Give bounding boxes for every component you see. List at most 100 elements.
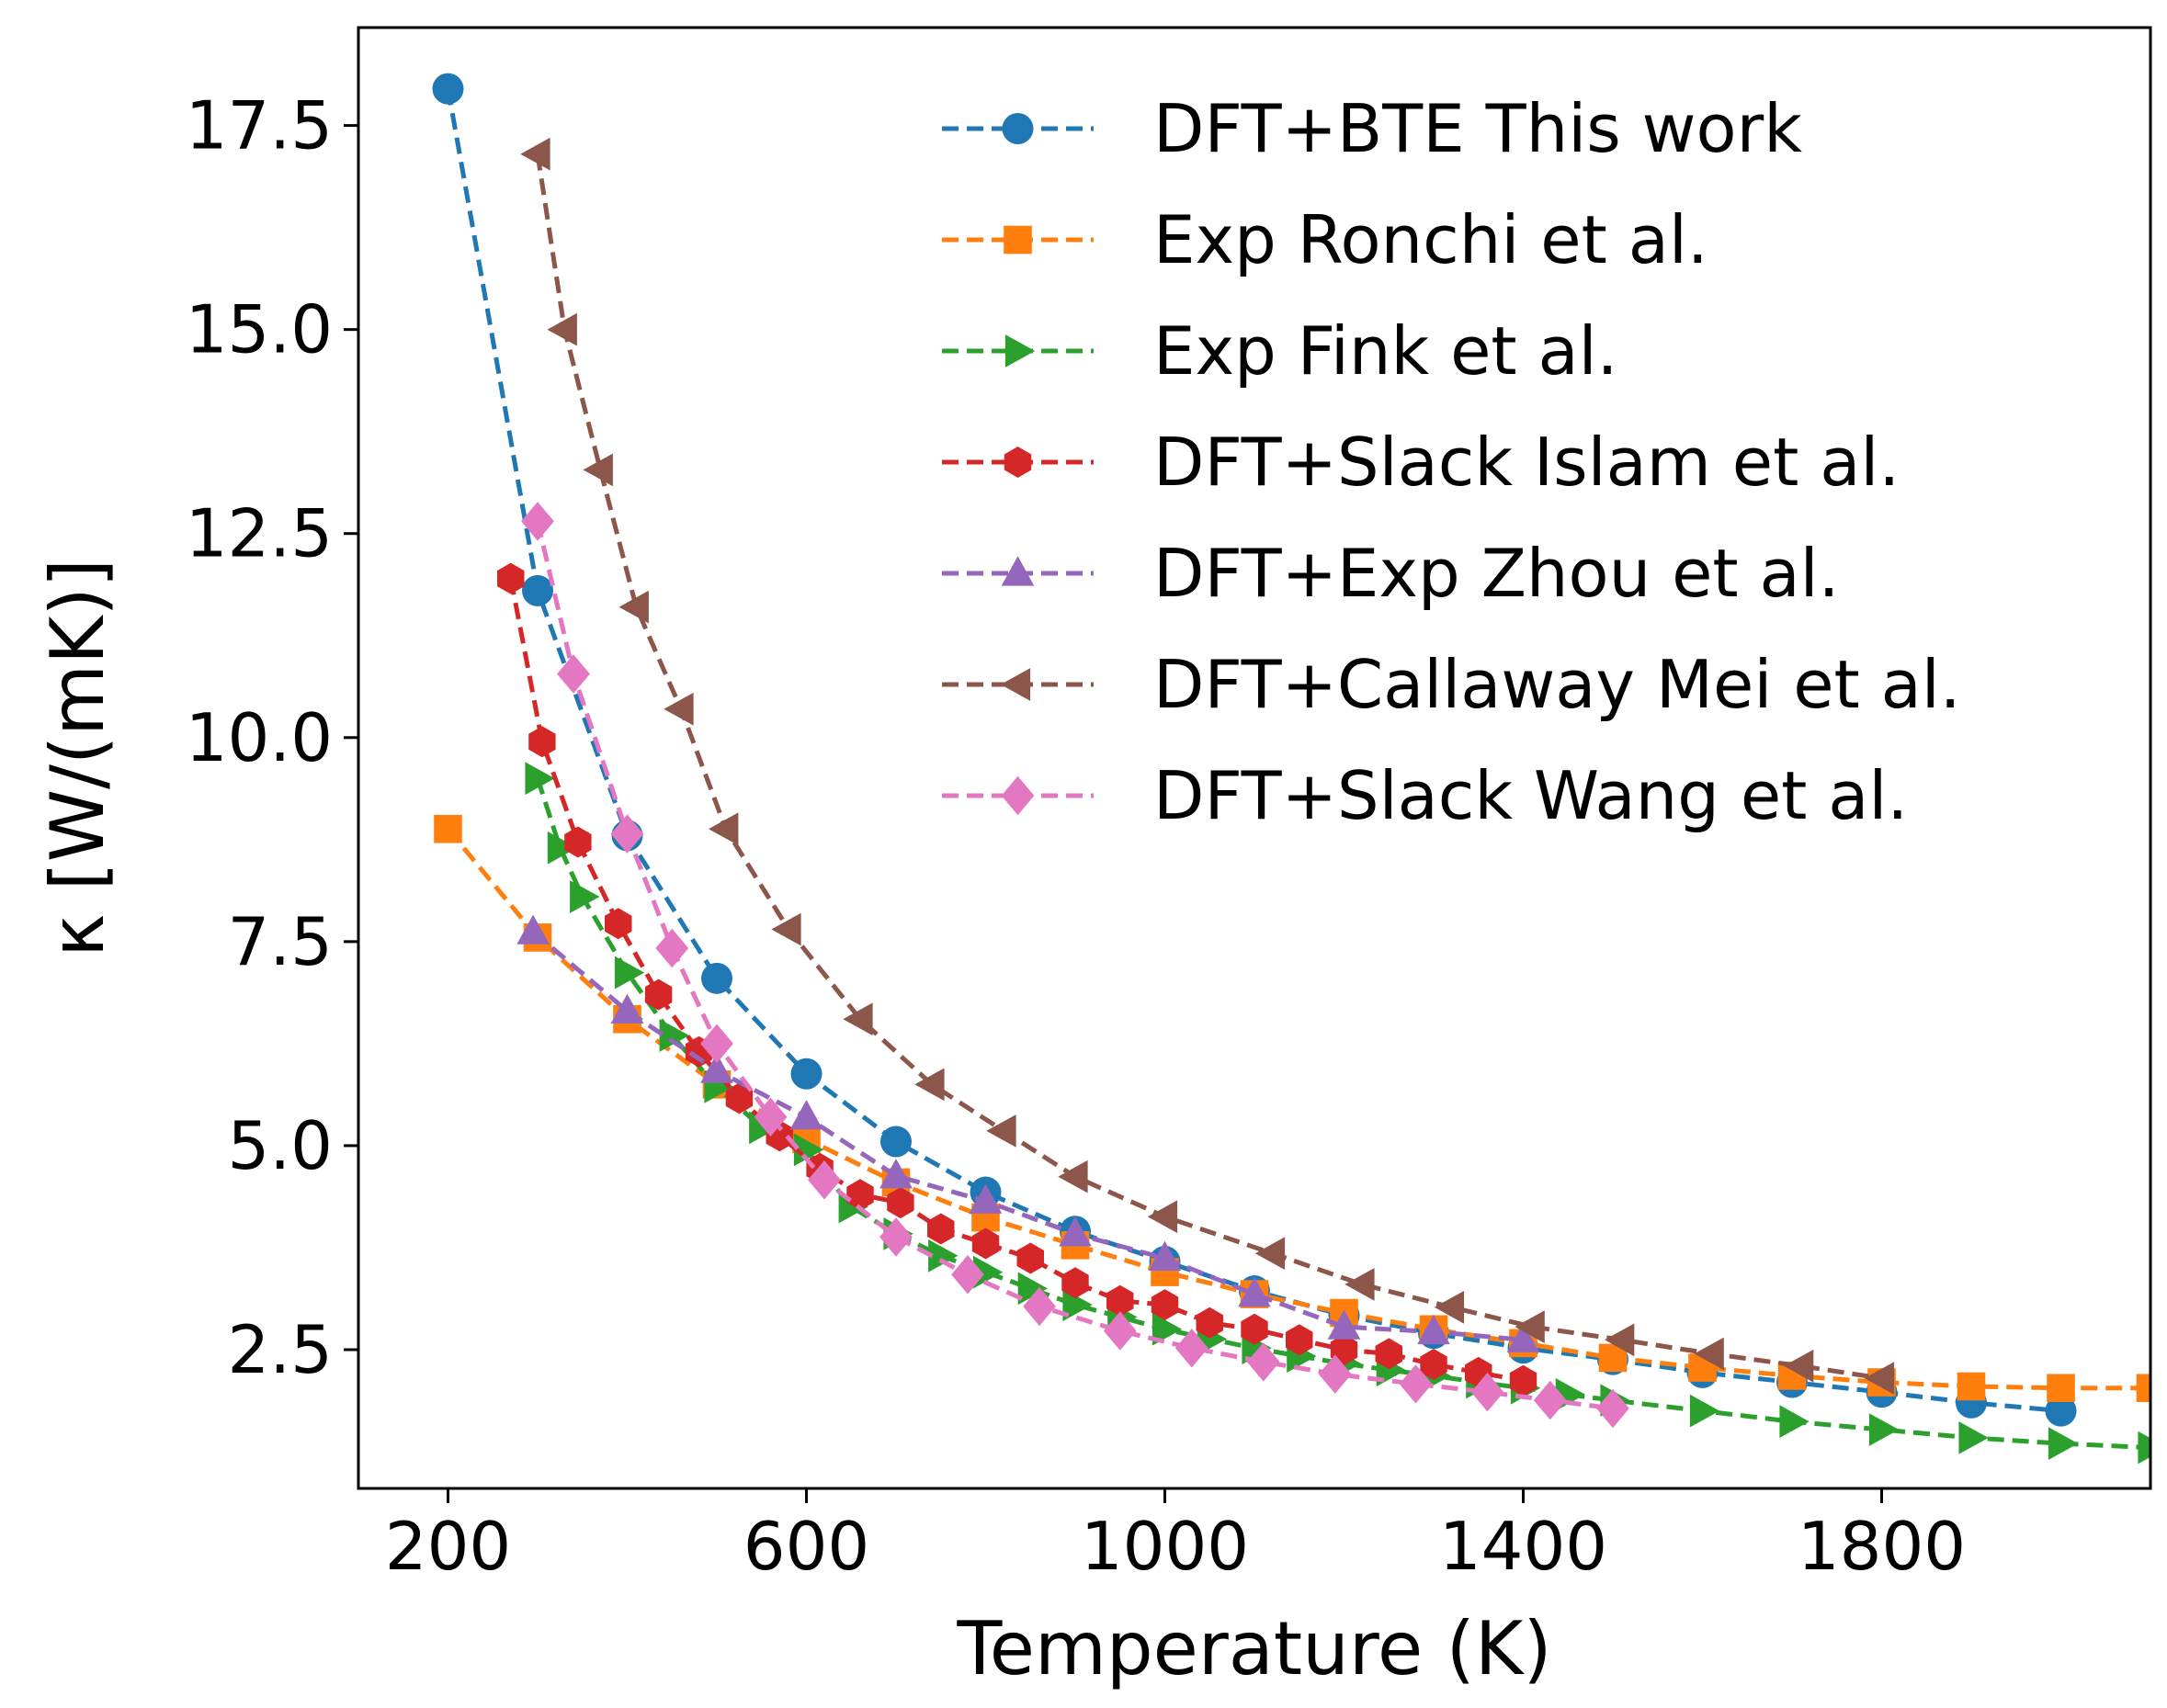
series-dft-exp-zhou-et-al [516, 914, 1540, 1352]
data-point-dft-bte-this-work-5 [880, 1125, 912, 1158]
data-point-exp-fink-et-al-10 [928, 1239, 959, 1273]
data-point-dft-slack-islam-et-al-18 [1241, 1313, 1268, 1345]
data-point-exp-fink-et-al-7 [793, 1133, 824, 1167]
legend-marker-exp-ronchi-et-al [1004, 225, 1032, 255]
y-axis: 2.5 5.0 7.5 10.0 12.5 15.0 17.5 [186, 87, 358, 1388]
data-point-exp-fink-et-al-11 [972, 1255, 1004, 1289]
data-point-exp-fink-et-al-30 [2048, 1427, 2079, 1460]
data-point-dft-bte-this-work-3 [701, 962, 732, 994]
data-point-dft-callaway-mei-et-al-12 [1254, 1237, 1286, 1270]
legend-label-dft-exp-zhou-et-al: DFT+Exp Zhou et al. [1153, 535, 1840, 612]
legend-marker-dft-bte-this-work [1002, 113, 1034, 144]
data-point-dft-slack-islam-et-al-16 [1151, 1289, 1179, 1321]
data-point-dft-slack-wang-et-al-11 [1174, 1329, 1208, 1368]
data-point-dft-slack-wang-et-al-15 [1470, 1372, 1504, 1412]
legend-label-dft-slack-islam-et-al: DFT+Slack Islam et al. [1153, 424, 1900, 501]
data-point-dft-callaway-mei-et-al-6 [771, 912, 801, 946]
data-point-dft-slack-wang-et-al-4 [700, 1024, 733, 1064]
data-point-dft-exp-zhou-et-al-2 [700, 1053, 733, 1083]
series-exp-ronchi-et-al [434, 814, 2150, 1403]
data-point-dft-slack-islam-et-al-4 [644, 978, 673, 1011]
data-point-exp-fink-et-al-29 [1958, 1421, 1989, 1454]
data-point-dft-callaway-mei-et-al-8 [914, 1068, 945, 1102]
data-point-dft-callaway-mei-et-al-14 [1434, 1291, 1465, 1324]
legend-marker-dft-callaway-mei-et-al [1000, 668, 1031, 701]
data-point-exp-fink-et-al-15 [1152, 1312, 1183, 1346]
x-tick-label-600: 600 [743, 1508, 869, 1585]
y-tick-label-10: 10.0 [186, 699, 333, 776]
data-point-dft-callaway-mei-et-al-0 [520, 137, 550, 171]
series-line-dft-callaway-mei-et-al [535, 153, 1882, 1381]
data-point-dft-slack-islam-et-al-17 [1196, 1306, 1223, 1339]
legend-label-dft-callaway-mei-et-al: DFT+Callaway Mei et al. [1153, 646, 1961, 723]
data-point-dft-slack-islam-et-al-11 [927, 1213, 955, 1245]
data-point-dft-exp-zhou-et-al-11 [1506, 1322, 1540, 1352]
data-point-exp-fink-et-al-28 [1868, 1413, 1900, 1446]
data-point-exp-ronchi-et-al-18 [2047, 1374, 2075, 1403]
data-point-dft-exp-zhou-et-al-3 [789, 1100, 823, 1130]
data-point-dft-slack-wang-et-al-7 [879, 1217, 913, 1257]
x-tick-label-1400: 1400 [1439, 1508, 1607, 1585]
legend-item-exp-ronchi-et-al: Exp Ronchi et al. [942, 201, 1708, 278]
data-point-dft-callaway-mei-et-al-16 [1605, 1323, 1635, 1357]
series-layer [432, 73, 2150, 1465]
data-point-exp-fink-et-al-3 [614, 956, 645, 990]
legend: DFT+BTE This work Exp Ronchi et al. Exp Fi… [942, 90, 1961, 834]
data-point-exp-fink-et-al-31 [2138, 1431, 2150, 1465]
data-point-dft-callaway-mei-et-al-10 [1058, 1159, 1088, 1193]
data-point-dft-callaway-mei-et-al-3 [618, 590, 649, 624]
data-point-dft-slack-islam-et-al-15 [1106, 1284, 1134, 1317]
data-point-exp-fink-et-al-13 [1062, 1288, 1093, 1321]
data-point-dft-slack-islam-et-al-10 [887, 1187, 914, 1219]
data-point-dft-callaway-mei-et-al-2 [583, 453, 613, 487]
data-point-dft-slack-islam-et-al-21 [1375, 1338, 1402, 1370]
series-dft-slack-wang-et-al [521, 502, 1629, 1429]
legend-item-dft-exp-zhou-et-al: DFT+Exp Zhou et al. [942, 535, 1840, 612]
data-point-exp-fink-et-al-26 [1689, 1394, 1720, 1428]
data-point-dft-exp-zhou-et-al-10 [1417, 1314, 1450, 1345]
data-point-dft-slack-wang-et-al-16 [1533, 1380, 1567, 1420]
data-point-dft-slack-islam-et-al-3 [605, 908, 632, 940]
data-point-dft-slack-wang-et-al-17 [1596, 1388, 1629, 1429]
data-point-dft-slack-wang-et-al-12 [1246, 1342, 1280, 1382]
data-point-dft-slack-islam-et-al-13 [1016, 1242, 1044, 1274]
data-point-exp-fink-et-al-27 [1779, 1405, 1810, 1438]
data-point-exp-ronchi-et-al-0 [434, 814, 462, 843]
data-point-dft-slack-islam-et-al-6 [725, 1082, 754, 1114]
data-point-dft-callaway-mei-et-al-13 [1344, 1268, 1375, 1301]
y-tick-label-15: 15.0 [186, 291, 333, 368]
data-point-dft-slack-islam-et-al-24 [1509, 1364, 1537, 1397]
legend-label-dft-slack-wang-et-al: DFT+Slack Wang et al. [1153, 757, 1908, 834]
legend-item-dft-slack-wang-et-al: DFT+Slack Wang et al. [942, 757, 1908, 834]
data-point-exp-fink-et-al-2 [570, 880, 600, 913]
data-point-dft-slack-islam-et-al-14 [1061, 1267, 1089, 1299]
legend-label-exp-ronchi-et-al: Exp Ronchi et al. [1153, 201, 1708, 278]
data-point-dft-slack-wang-et-al-0 [521, 502, 554, 541]
y-axis-label: κ [W/(mK)] [35, 559, 120, 957]
legend-item-exp-fink-et-al: Exp Fink et al. [942, 312, 1618, 390]
series-line-dft-bte-this-work [446, 88, 2061, 1414]
data-point-dft-exp-zhou-et-al-1 [610, 993, 644, 1024]
data-point-dft-slack-islam-et-al-0 [497, 562, 525, 594]
data-point-dft-slack-wang-et-al-6 [808, 1160, 841, 1200]
data-point-dft-exp-zhou-et-al-8 [1238, 1276, 1271, 1307]
legend-item-dft-slack-islam-et-al: DFT+Slack Islam et al. [942, 424, 1900, 501]
data-point-dft-exp-zhou-et-al-7 [1148, 1240, 1182, 1272]
data-point-exp-fink-et-al-12 [1017, 1272, 1048, 1306]
data-point-dft-slack-islam-et-al-1 [528, 726, 556, 758]
data-point-dft-slack-wang-et-al-1 [557, 654, 590, 694]
data-point-dft-exp-zhou-et-al-5 [969, 1183, 1003, 1214]
data-point-dft-callaway-mei-et-al-4 [664, 692, 694, 726]
plot-frame [357, 26, 2152, 1490]
series-line-dft-exp-zhou-et-al [531, 930, 1524, 1342]
series-line-exp-ronchi-et-al [446, 827, 2150, 1391]
legend-marker-dft-slack-wang-et-al [1001, 775, 1035, 816]
y-tick-label-17-5: 17.5 [186, 87, 333, 164]
data-point-dft-slack-islam-et-al-9 [846, 1179, 874, 1211]
data-point-dft-slack-islam-et-al-2 [564, 826, 592, 858]
data-point-dft-bte-this-work-18 [2045, 1395, 2077, 1427]
data-point-dft-slack-wang-et-al-9 [1023, 1286, 1056, 1327]
data-point-exp-fink-et-al-0 [525, 762, 555, 796]
data-point-dft-callaway-mei-et-al-1 [547, 312, 577, 346]
